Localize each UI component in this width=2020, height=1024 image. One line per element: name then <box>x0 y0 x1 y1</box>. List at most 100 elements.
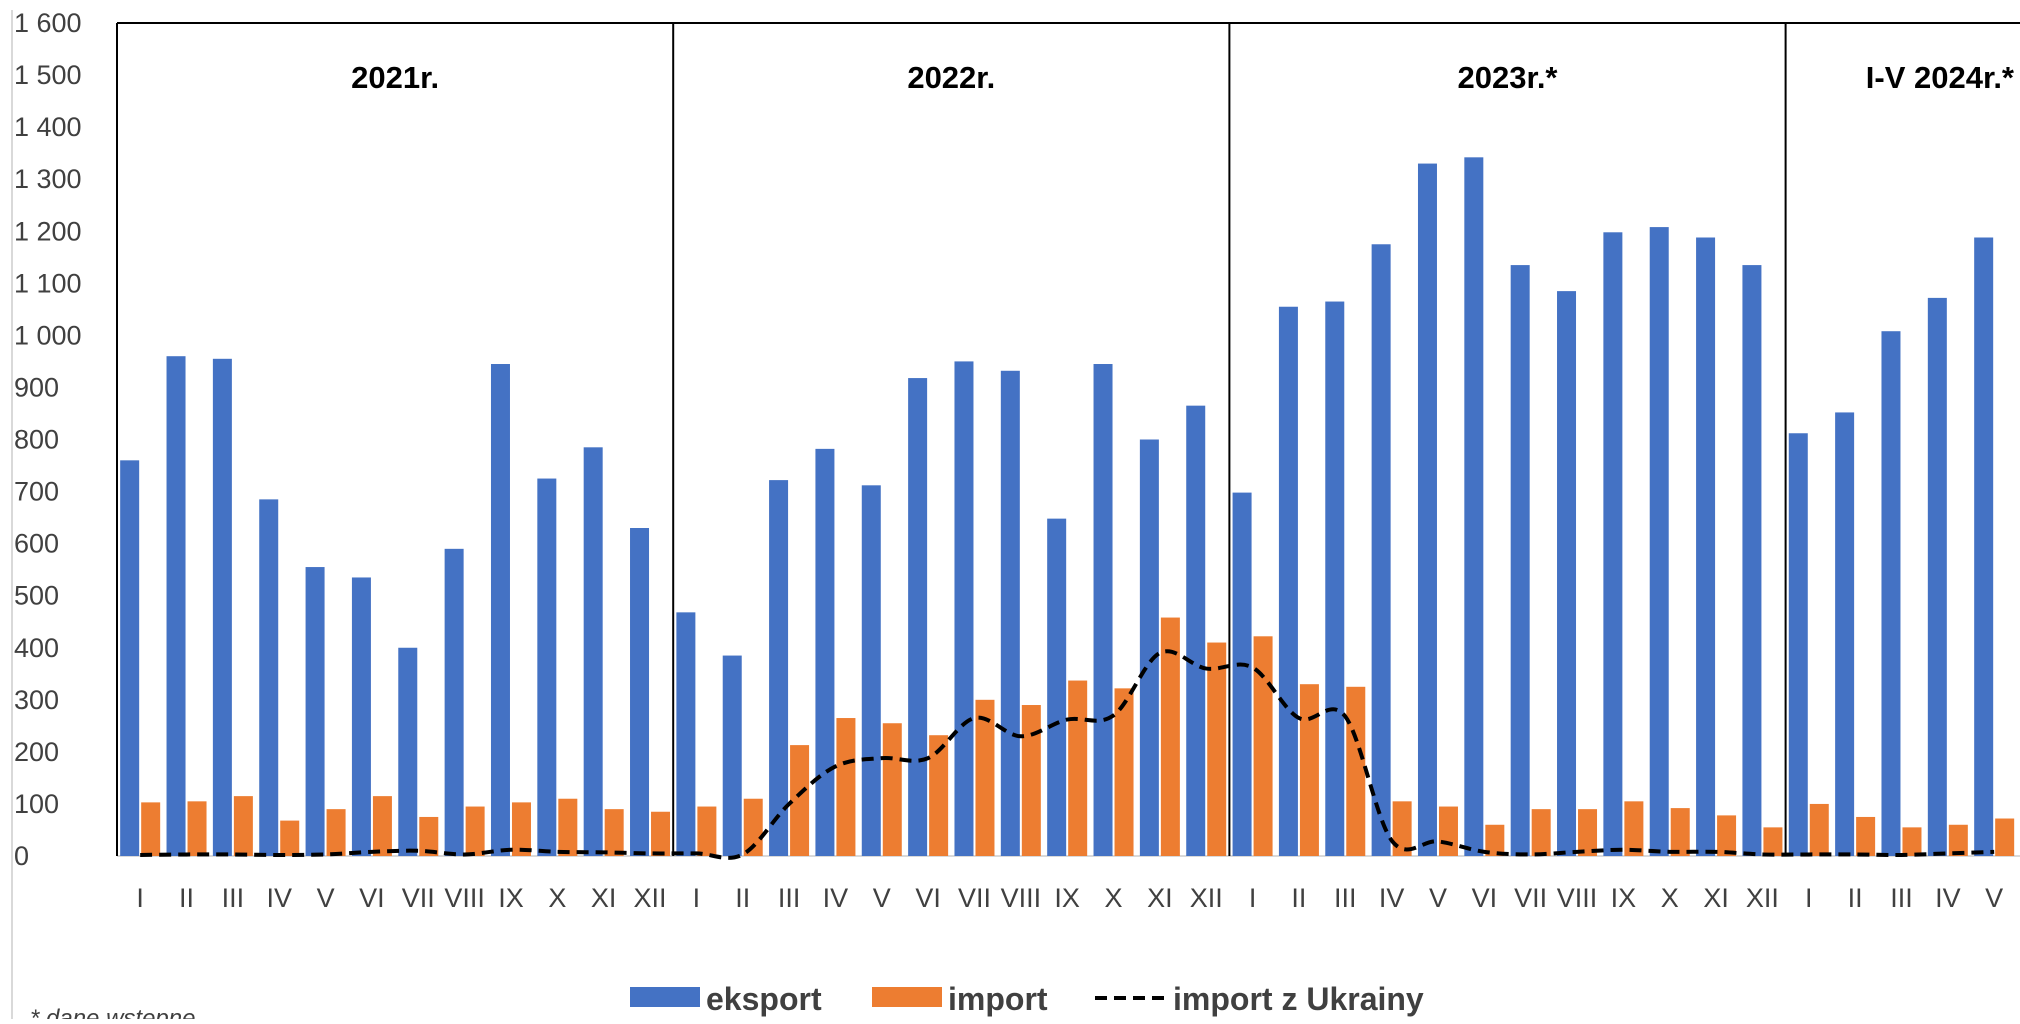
bar-eksport <box>398 647 418 856</box>
x-tick-label: IV <box>266 883 292 913</box>
bar-eksport <box>305 567 325 856</box>
bar-import <box>651 811 671 856</box>
bar-import <box>1392 801 1412 856</box>
bar-import <box>1902 827 1922 856</box>
x-tick-label: II <box>735 883 750 913</box>
x-tick-label: V <box>1429 883 1447 913</box>
x-tick-label: V <box>873 883 891 913</box>
bar-eksport <box>1649 227 1669 856</box>
bar-eksport <box>1139 439 1159 856</box>
x-tick-label: VII <box>1514 883 1547 913</box>
y-tick-label: 100 <box>14 789 59 819</box>
x-tick-label: V <box>1985 883 2003 913</box>
y-tick-label: 1 500 <box>14 60 82 90</box>
legend: eksport import import z Ukrainy <box>630 981 1424 1017</box>
x-tick-label: XI <box>1147 883 1173 913</box>
bar-import <box>1114 688 1134 856</box>
bar-import <box>975 699 995 856</box>
x-tick-label: IX <box>498 883 524 913</box>
bar-import <box>604 809 624 856</box>
bar-import <box>465 806 485 856</box>
bar-import <box>187 801 207 856</box>
bar-eksport <box>212 358 232 856</box>
x-tick-label: X <box>1105 883 1123 913</box>
period-label: 2021r. <box>351 60 439 95</box>
legend-label: eksport <box>706 981 822 1017</box>
x-tick-label: II <box>179 883 194 913</box>
period-label: 2022r. <box>907 60 995 95</box>
y-tick-label: 1 600 <box>14 8 82 38</box>
chart-labels: 0 100 200 300 400 500 600 700 800 900 1 000 1 100 1 … <box>14 8 2015 913</box>
bar-import <box>141 802 161 856</box>
x-tick-label: VII <box>402 883 435 913</box>
x-tick-label: III <box>1334 883 1357 913</box>
bar-eksport <box>1093 364 1113 856</box>
bar-eksport <box>861 485 881 856</box>
y-tick-label: 1 100 <box>14 268 82 298</box>
bar-eksport <box>1000 370 1020 856</box>
bar-eksport <box>1557 291 1577 856</box>
bar-import <box>1346 686 1366 856</box>
bar-eksport <box>1464 157 1484 857</box>
x-tick-label: IX <box>1054 883 1080 913</box>
bar-eksport <box>259 499 279 856</box>
bar-import <box>836 718 856 856</box>
period-label: I-V 2024r.* <box>1866 60 2015 95</box>
bar-eksport <box>908 378 928 856</box>
chart-line <box>140 649 1995 860</box>
bar-eksport <box>490 364 510 856</box>
x-tick-label: I <box>1805 883 1813 913</box>
bar-import <box>1485 824 1505 856</box>
bar-import <box>1624 801 1644 856</box>
bar-eksport <box>630 528 650 856</box>
bar-eksport <box>1742 265 1762 856</box>
x-tick-label: II <box>1848 883 1863 913</box>
x-tick-label: VI <box>1472 883 1498 913</box>
x-tick-label: IV <box>1379 883 1405 913</box>
x-tick-label: III <box>1890 883 1913 913</box>
x-tick-label: I <box>1249 883 1257 913</box>
bar-eksport <box>583 447 603 856</box>
bar-import <box>1995 818 2015 856</box>
bar-import <box>326 809 346 856</box>
period-label: 2023r.* <box>1458 60 1559 95</box>
bar-import <box>1578 809 1598 856</box>
bar-eksport <box>166 356 186 856</box>
bar-import <box>1253 636 1273 856</box>
bar-eksport <box>1186 405 1206 856</box>
bar-import <box>1299 684 1319 856</box>
y-tick-label: 1 300 <box>14 164 82 194</box>
bar-import <box>1670 808 1690 856</box>
x-tick-label: X <box>548 883 566 913</box>
bar-eksport <box>1371 244 1391 856</box>
x-tick-label: VI <box>359 883 385 913</box>
bar-import <box>790 745 810 856</box>
line-import-z-ukrainy <box>140 649 1995 860</box>
y-tick-label: 1 200 <box>14 216 82 246</box>
bar-import <box>1068 680 1088 856</box>
y-tick-label: 1 400 <box>14 112 82 142</box>
x-tick-label: X <box>1661 883 1679 913</box>
bar-eksport <box>1696 237 1716 856</box>
bar-import <box>511 802 531 856</box>
chart-bars <box>120 157 2015 857</box>
y-tick-label: 300 <box>14 685 59 715</box>
y-tick-label: 600 <box>14 529 59 559</box>
bar-eksport <box>1325 301 1345 856</box>
x-tick-label: VIII <box>444 883 485 913</box>
legend-label: import <box>948 981 1048 1017</box>
bar-eksport <box>1835 412 1855 856</box>
x-tick-label: XII <box>1190 883 1223 913</box>
bar-import <box>280 820 300 856</box>
bar-eksport <box>676 612 696 856</box>
bar-import <box>1531 809 1551 856</box>
bar-import <box>1160 617 1180 856</box>
bar-eksport <box>1927 297 1947 856</box>
bar-import <box>1717 815 1737 856</box>
x-tick-label: II <box>1291 883 1306 913</box>
bar-eksport <box>1047 518 1067 856</box>
y-tick-label: 500 <box>14 581 59 611</box>
legend-swatch-import <box>872 987 942 1007</box>
bar-import <box>1809 803 1829 856</box>
bar-import <box>1856 816 1876 856</box>
